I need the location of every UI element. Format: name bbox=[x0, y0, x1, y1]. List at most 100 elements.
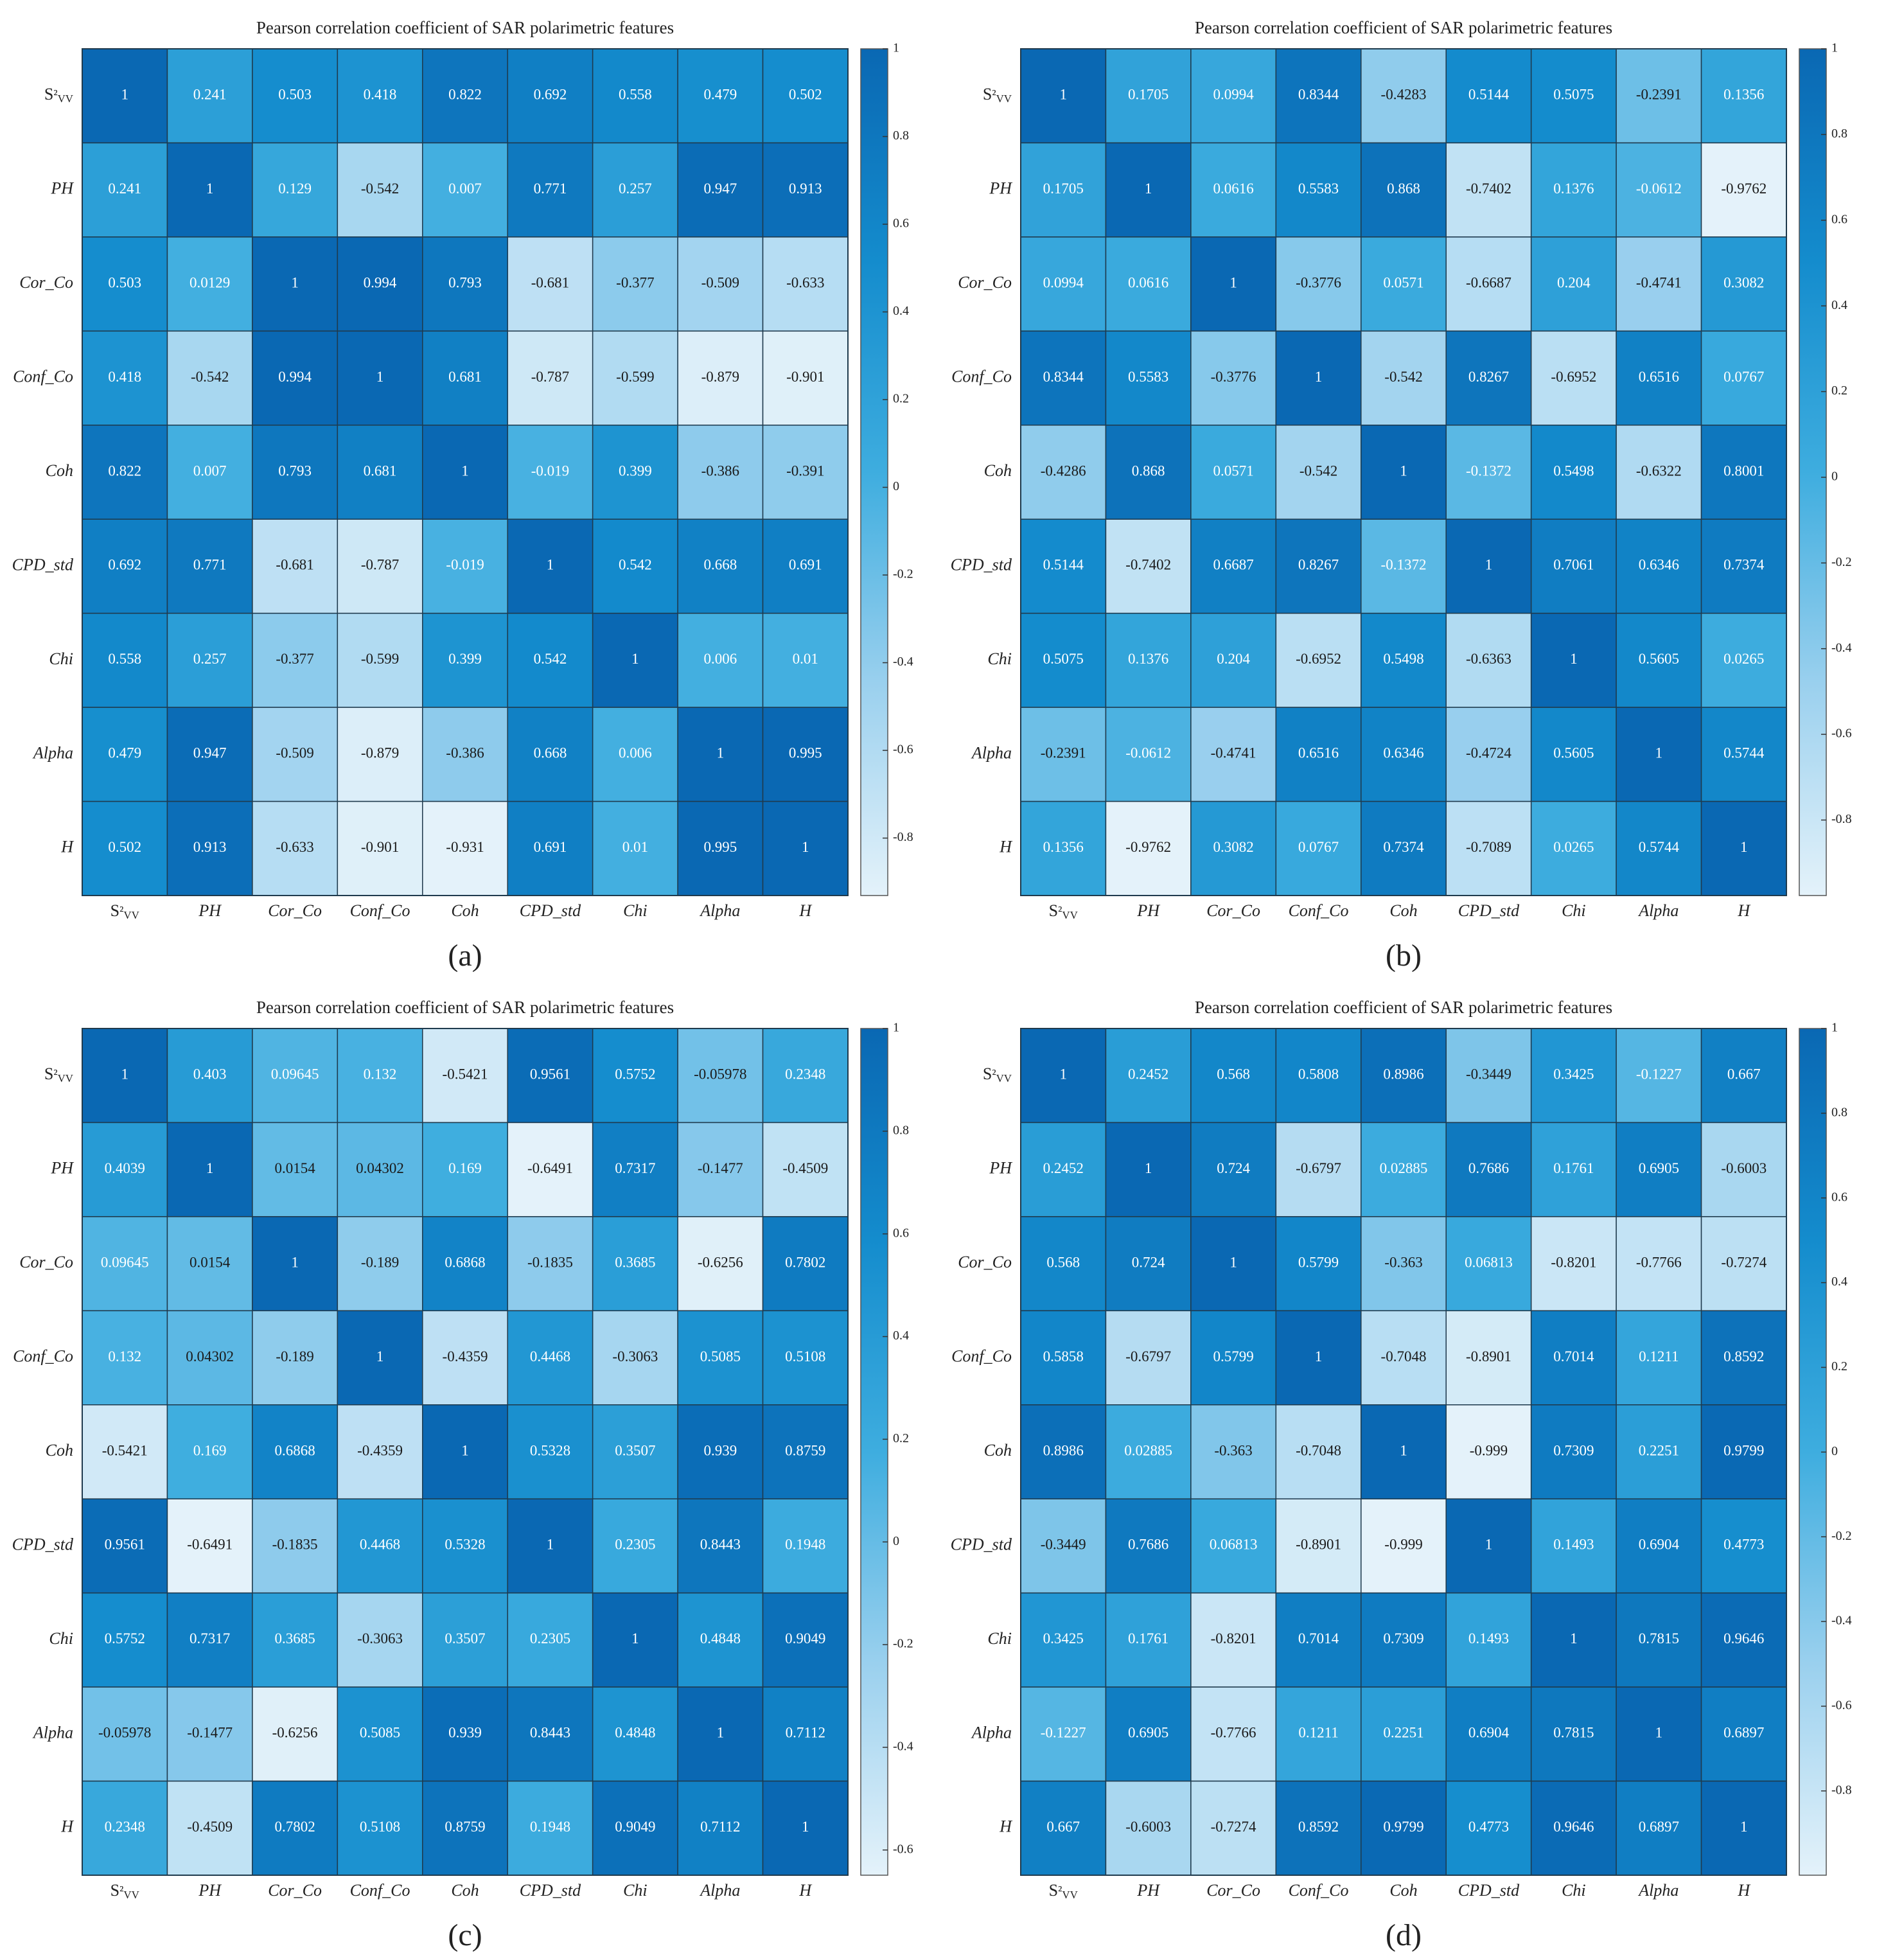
cell-value: 0.692 bbox=[534, 87, 567, 103]
cell-value: -0.6952 bbox=[1551, 369, 1596, 385]
y-tick-label: Alpha bbox=[32, 743, 73, 762]
heatmap-cell bbox=[1020, 1028, 1107, 1124]
heatmap-cell bbox=[1020, 800, 1107, 896]
heatmap-cell bbox=[1105, 1592, 1192, 1688]
heatmap-cell bbox=[1275, 236, 1362, 332]
heatmap-cell bbox=[1105, 1404, 1192, 1499]
heatmap-cell bbox=[1020, 1404, 1107, 1499]
heatmap-cell bbox=[507, 48, 594, 144]
cell-value: 0.0129 bbox=[189, 274, 230, 290]
heatmap-cell bbox=[592, 425, 678, 520]
heatmap-cell bbox=[1105, 707, 1192, 802]
cell-value: -0.7402 bbox=[1125, 557, 1171, 573]
heatmap-cell bbox=[1700, 1592, 1787, 1688]
cell-value: 0.5605 bbox=[1553, 745, 1594, 761]
cell-value: -0.2391 bbox=[1636, 87, 1682, 103]
cell-value: -0.599 bbox=[616, 369, 654, 385]
cell-value: -0.879 bbox=[701, 369, 739, 385]
heatmap-cell bbox=[677, 1498, 764, 1594]
cell-value: 0.241 bbox=[193, 87, 227, 103]
cell-value: 0.947 bbox=[193, 745, 227, 761]
cell-value: 0.418 bbox=[108, 369, 141, 385]
heatmap-cell bbox=[82, 1686, 168, 1782]
cell-value: -0.189 bbox=[361, 1254, 399, 1270]
cell-value: 1 bbox=[1059, 87, 1067, 103]
y-tick-label: PH bbox=[989, 179, 1012, 198]
cell-value: 0.1211 bbox=[1639, 1348, 1679, 1364]
heatmap-cell bbox=[82, 330, 168, 426]
cell-value: 1 bbox=[1740, 1819, 1748, 1835]
y-tick-label: H bbox=[60, 1817, 74, 1836]
cell-value: -0.6491 bbox=[527, 1160, 573, 1176]
cell-value: -0.6797 bbox=[1296, 1160, 1341, 1176]
heatmap-cell bbox=[1361, 800, 1447, 896]
cell-value: 0.7815 bbox=[1639, 1630, 1679, 1647]
cell-value: 0.503 bbox=[108, 274, 141, 290]
heatmap-cell bbox=[166, 1122, 253, 1217]
cell-value: 0.06813 bbox=[1210, 1537, 1258, 1553]
cell-value: 1 bbox=[1655, 745, 1663, 761]
cell-value: -0.8901 bbox=[1466, 1348, 1511, 1364]
cell-value: -0.8201 bbox=[1551, 1254, 1596, 1270]
cell-value: -0.6363 bbox=[1466, 651, 1511, 667]
heatmap-cell bbox=[82, 707, 168, 802]
chart-title: Pearson correlation coefficient of SAR p… bbox=[1195, 18, 1612, 37]
cell-value: 0.7815 bbox=[1553, 1725, 1594, 1741]
cell-value: 0.913 bbox=[789, 181, 822, 197]
cell-value: 1 bbox=[1740, 839, 1748, 855]
heatmap-cell bbox=[507, 1216, 594, 1312]
cell-value: 0.868 bbox=[1387, 181, 1420, 197]
y-tick-label: H bbox=[60, 838, 74, 856]
colorbar-tick-label: 0 bbox=[1831, 1444, 1838, 1458]
heatmap-cell bbox=[762, 142, 849, 238]
cell-value: 0.2348 bbox=[785, 1066, 825, 1082]
heatmap-cell bbox=[677, 1592, 764, 1688]
y-tick-label: S²VV bbox=[983, 1064, 1012, 1084]
cell-value: 0.8001 bbox=[1723, 463, 1764, 479]
x-tick-label: Chi bbox=[1562, 1881, 1586, 1900]
cell-value: 0.0994 bbox=[1213, 87, 1254, 103]
heatmap-cell bbox=[1361, 518, 1447, 614]
cell-value: -0.633 bbox=[786, 274, 824, 290]
cell-value: 1 bbox=[206, 1160, 214, 1176]
cell-value: 0.1356 bbox=[1043, 839, 1084, 855]
cell-value: 0.0265 bbox=[1553, 839, 1594, 855]
cell-value: -0.999 bbox=[1470, 1442, 1508, 1458]
y-tick-label: PH bbox=[50, 179, 74, 198]
x-tick-label: Cor_Co bbox=[1206, 1881, 1260, 1900]
heatmap-cell bbox=[1445, 48, 1532, 144]
cell-value: 0.3425 bbox=[1553, 1066, 1594, 1082]
x-tick-label: Chi bbox=[623, 901, 648, 920]
cell-value: -0.1227 bbox=[1041, 1725, 1086, 1741]
heatmap-cell bbox=[1530, 612, 1617, 708]
heatmap-cell bbox=[337, 1310, 423, 1406]
colorbar-tick-label: 0 bbox=[1831, 470, 1838, 484]
cell-value: -0.386 bbox=[701, 463, 739, 479]
cell-value: 0.8986 bbox=[1383, 1066, 1423, 1082]
cell-value: 0.241 bbox=[108, 181, 141, 197]
cell-value: -0.931 bbox=[446, 839, 484, 855]
cell-value: 0.02885 bbox=[1124, 1442, 1172, 1458]
heatmap-cell bbox=[507, 1028, 594, 1124]
cell-value: 1 bbox=[547, 1537, 554, 1553]
heatmap-cell bbox=[337, 1592, 423, 1688]
heatmap-cell bbox=[677, 1686, 764, 1782]
cell-value: 0.3685 bbox=[274, 1630, 315, 1647]
chart-title: Pearson correlation coefficient of SAR p… bbox=[256, 998, 674, 1017]
heatmap-cell bbox=[1275, 1028, 1362, 1124]
cell-value: 1 bbox=[802, 1819, 809, 1835]
y-tick-label: Cor_Co bbox=[958, 273, 1012, 292]
colorbar-tick-label: -0.8 bbox=[1831, 1783, 1852, 1797]
colorbar-tick-label: -0.4 bbox=[893, 1740, 913, 1754]
cell-value: 0.8443 bbox=[530, 1725, 570, 1741]
cell-value: 0.1376 bbox=[1553, 181, 1594, 197]
cell-value: -0.6003 bbox=[1721, 1160, 1767, 1176]
cell-value: 0.8344 bbox=[1043, 369, 1084, 385]
heatmap-cell bbox=[1530, 1216, 1617, 1312]
x-tick-label: Conf_Co bbox=[1289, 901, 1349, 920]
cell-value: 0.7112 bbox=[786, 1725, 825, 1741]
cell-value: 0.4848 bbox=[700, 1630, 741, 1647]
y-tick-label: Cor_Co bbox=[19, 1253, 73, 1271]
cell-value: 0.668 bbox=[703, 557, 737, 573]
cell-value: 0.2452 bbox=[1043, 1160, 1084, 1176]
